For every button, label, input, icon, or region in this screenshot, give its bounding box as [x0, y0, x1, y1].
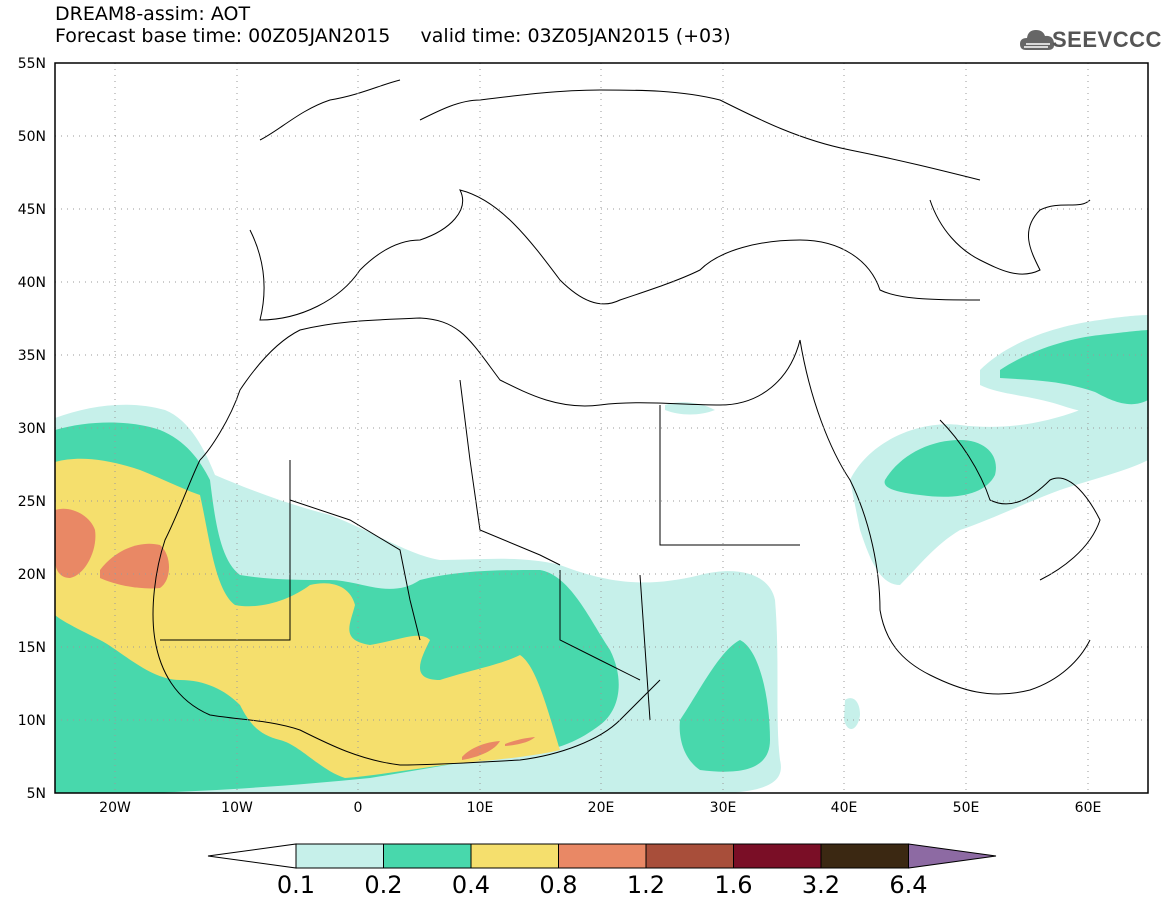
colorbar-seg [733, 843, 822, 869]
lon-label: 50E [953, 800, 980, 816]
aot-region-very-high-3 [462, 741, 500, 760]
gridlines [55, 63, 1148, 793]
lon-label: 20E [588, 800, 615, 816]
aot-region-very-high-2 [100, 543, 169, 589]
aot-contours [55, 315, 1148, 793]
colorbar-label: 1.2 [627, 871, 665, 899]
lat-label: 50N [18, 129, 46, 145]
chart-subtitle: Forecast base time: 00Z05JAN2015 valid t… [55, 25, 731, 47]
colorbar-seg-under [207, 843, 297, 869]
colorbar-label: 0.4 [452, 871, 490, 899]
aot-region-moderate-sudan [679, 640, 770, 772]
africa-arabia-coast [199, 317, 1091, 695]
aot-region-low-horn [844, 698, 860, 730]
lat-axis: 55N 50N 45N 40N 35N 30N 25N 20N 15N 10N … [18, 56, 46, 802]
gulf-coast [939, 419, 1101, 581]
map-frame [54, 62, 1149, 794]
lon-label: 0 [354, 800, 363, 816]
colorbar-seg-over [908, 843, 997, 869]
lon-label: 10W [221, 800, 253, 816]
aot-region-high [55, 458, 560, 778]
colorbar-label: 0.8 [539, 871, 577, 899]
lon-axis: 20W 10W 0 10E 20E 30E 40E 50E 60E [99, 800, 1101, 816]
west-africa-coast [152, 459, 661, 766]
aot-region-low-egypt [665, 402, 715, 415]
colorbar-label: 6.4 [889, 871, 927, 899]
lon-label: 40E [831, 800, 858, 816]
aot-region-low-east [850, 320, 1148, 585]
lat-label: 15N [18, 640, 46, 656]
south-europe-coast [249, 189, 981, 321]
aot-region-moderate-gulf [884, 440, 996, 497]
lat-label: 30N [18, 421, 46, 437]
lat-label: 10N [18, 713, 46, 729]
colorbar-label: 0.1 [277, 871, 315, 899]
colorbar-seg [645, 843, 734, 869]
colorbar-label: 3.2 [802, 871, 840, 899]
aot-region-very-high-1 [55, 508, 96, 578]
logo-text: SEEVCCC [1052, 27, 1162, 52]
lon-label: 10E [467, 800, 494, 816]
colorbar-label: 1.6 [714, 871, 752, 899]
lat-label: 5N [27, 786, 46, 802]
lat-label: 55N [18, 56, 46, 72]
colorbar-seg [383, 843, 472, 869]
chart-title: DREAM8-assim: AOT [55, 3, 251, 25]
lat-label: 45N [18, 202, 46, 218]
lat-label: 35N [18, 348, 46, 364]
lon-label: 30E [710, 800, 737, 816]
colorbar-seg [470, 843, 559, 869]
colorbar-label: 0.2 [364, 871, 402, 899]
lat-label: 20N [18, 567, 46, 583]
aot-region-very-high-4 [505, 737, 535, 746]
caspian-coast [929, 199, 1091, 275]
colorbar-seg [295, 843, 384, 869]
lon-label: 20W [99, 800, 131, 816]
lat-label: 25N [18, 494, 46, 510]
aot-region-moderate-iran [1000, 330, 1148, 405]
lon-label: 60E [1075, 800, 1102, 816]
north-europe-coast [259, 79, 981, 181]
cloud-icon [1020, 30, 1055, 50]
lat-label: 40N [18, 275, 46, 291]
colorbar-seg [820, 843, 909, 869]
colorbar: 0.1 0.2 0.4 0.8 1.2 1.6 3.2 6.4 [207, 843, 997, 899]
colorbar-seg [558, 843, 647, 869]
country-borders [160, 379, 800, 721]
